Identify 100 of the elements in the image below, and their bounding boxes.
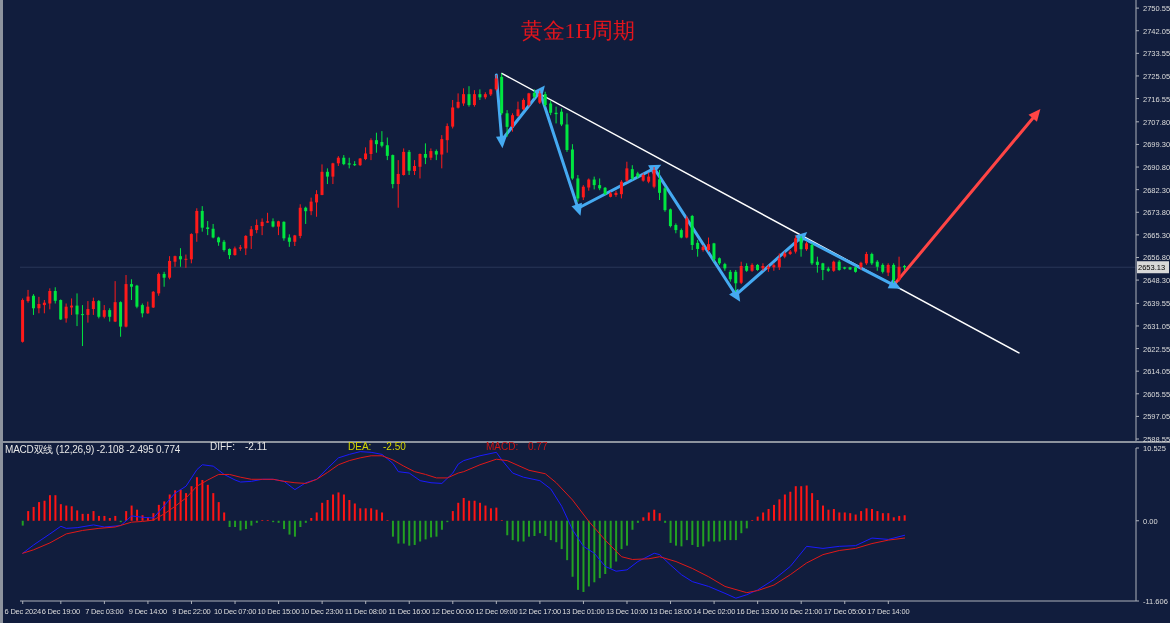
bar: [76, 510, 79, 521]
bar: [114, 515, 117, 521]
bar: [860, 511, 863, 521]
bar: [522, 520, 525, 542]
candlestick: [663, 186, 667, 213]
bar: [669, 520, 672, 543]
bar: [435, 520, 438, 537]
candlestick: [723, 262, 727, 272]
bar: [332, 494, 335, 521]
bar: [745, 520, 748, 529]
bar: [615, 520, 618, 562]
bar: [21, 520, 24, 526]
bar: [636, 520, 639, 523]
bar: [805, 485, 808, 521]
bar: [244, 520, 247, 530]
bar: [838, 512, 841, 521]
bar: [609, 520, 612, 569]
bar: [517, 520, 520, 542]
candlestick: [173, 255, 177, 268]
candlestick: [402, 147, 406, 177]
bar: [696, 520, 699, 548]
bar: [511, 520, 514, 541]
bar: [560, 520, 563, 550]
bar: [892, 517, 895, 521]
bar: [647, 512, 650, 521]
candlestick: [162, 271, 166, 288]
candlestick: [244, 234, 248, 256]
bar: [462, 497, 465, 521]
candlestick: [86, 300, 90, 324]
bar: [381, 512, 384, 521]
bar: [832, 509, 835, 521]
bar: [903, 515, 906, 521]
bar: [680, 520, 683, 547]
bar: [702, 520, 705, 547]
candlestick: [315, 189, 319, 218]
bar: [506, 520, 509, 536]
bar: [70, 506, 73, 521]
point: [729, 288, 741, 302]
bar: [865, 508, 868, 521]
bar: [566, 520, 569, 561]
bar: [43, 500, 46, 521]
bar: [375, 509, 378, 521]
candlestick: [184, 254, 188, 269]
bar: [473, 500, 476, 521]
bar: [822, 505, 824, 521]
bar: [206, 484, 209, 521]
candlestick: [157, 272, 161, 297]
bar: [430, 520, 433, 538]
bar: [468, 500, 471, 521]
bar: [419, 520, 422, 542]
bar: [402, 520, 405, 544]
bar: [593, 520, 596, 583]
candlestick: [810, 242, 814, 266]
candlestick: [320, 163, 324, 196]
candlestick: [178, 247, 182, 268]
bar: [528, 520, 531, 537]
bar: [773, 504, 775, 521]
candlestick: [385, 137, 389, 161]
bar: [228, 520, 231, 527]
bar: [495, 507, 498, 521]
bar: [103, 515, 106, 521]
bar: [800, 486, 803, 521]
bar: [277, 520, 280, 523]
candlestick: [451, 99, 455, 129]
bar: [626, 520, 629, 546]
candlestick: [396, 159, 400, 209]
bar: [408, 520, 411, 546]
bar: [359, 508, 362, 521]
point: [495, 135, 507, 149]
candlestick: [652, 166, 656, 189]
bar: [718, 520, 721, 542]
candlestick: [64, 302, 68, 324]
bar: [876, 511, 879, 521]
bar: [642, 517, 645, 521]
candlestick: [113, 280, 117, 323]
bar: [54, 495, 57, 521]
bar: [288, 520, 291, 535]
bar: [87, 513, 90, 521]
bar: [577, 520, 580, 590]
bar: [533, 520, 536, 536]
candlestick: [423, 142, 427, 165]
candlestick: [467, 85, 471, 108]
bar: [59, 504, 62, 521]
bar: [707, 520, 710, 542]
candlestick: [739, 261, 743, 285]
candlestick: [75, 292, 79, 327]
bar: [250, 520, 253, 526]
bar: [201, 479, 204, 521]
candlestick: [129, 278, 133, 301]
bar: [370, 508, 373, 521]
candlestick: [897, 256, 901, 283]
bar: [310, 518, 313, 521]
bar: [424, 520, 427, 540]
candlestick: [516, 101, 520, 118]
bar: [631, 520, 634, 530]
candlestick: [369, 137, 373, 161]
candlestick: [407, 149, 411, 176]
bar: [854, 514, 857, 521]
annotation: -2.11: [245, 441, 268, 452]
annotation: 0.77: [528, 441, 548, 452]
